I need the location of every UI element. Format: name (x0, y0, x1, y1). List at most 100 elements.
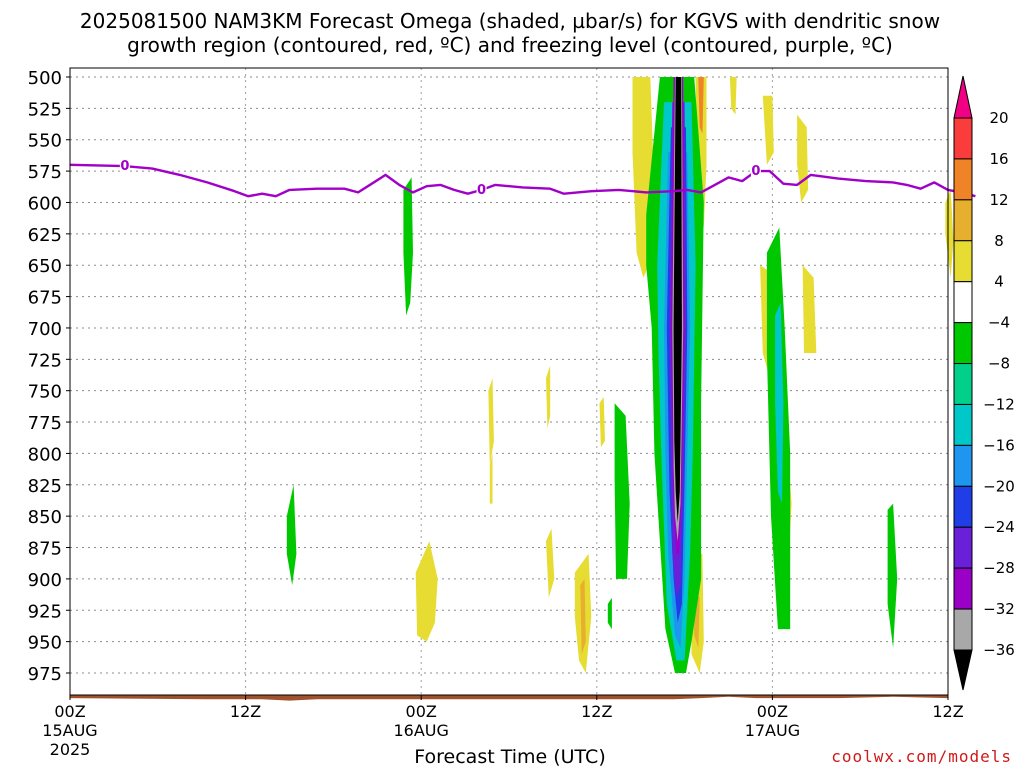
grid-layer (69, 68, 949, 695)
colorbar-tick-label: −16 (983, 436, 1015, 454)
y-tick-label: 600 (28, 193, 62, 214)
terrain-fill (70, 695, 948, 701)
omega-region-positive-4-13 (488, 378, 494, 466)
y-tick-label: 900 (28, 570, 62, 591)
x-tick-year-label: 2025 (50, 740, 91, 759)
omega-region-positive-4-3 (762, 95, 774, 165)
omega-region-positive-4-12 (546, 528, 555, 598)
colorbar-segment (953, 199, 973, 242)
colorbar-tick-label: 12 (989, 191, 1008, 209)
chart-title-line-2: growth region (contoured, red, ºC) and f… (127, 33, 893, 57)
colorbar-tick-label: −28 (983, 559, 1015, 577)
colorbar-segment (953, 526, 973, 569)
x-tick-label: 12Z (230, 702, 261, 721)
colorbar-segment (953, 403, 973, 446)
x-tick-date-label: 17AUG (745, 721, 800, 740)
y-tick-label: 500 (28, 68, 62, 89)
colorbar-tick-label: 4 (994, 273, 1004, 291)
y-tick-label: 575 (28, 162, 62, 183)
colorbar-segment (953, 322, 973, 365)
y-tick-label: 775 (28, 413, 62, 434)
omega-region-positive-4-14 (489, 453, 493, 504)
y-tick-label: 875 (28, 539, 62, 560)
y-tick-label: 625 (28, 225, 62, 246)
freezing-level-label-bg (476, 181, 487, 196)
freezing-level-contour-label: 0 (477, 183, 486, 198)
chart-title-line-1: 2025081500 NAM3KM Forecast Omega (shaded… (80, 9, 940, 33)
freezing-level-label-bg (119, 158, 130, 173)
omega-region-positive-8-19 (580, 578, 586, 655)
colorbar-segment (953, 281, 973, 324)
colorbar-tick-label: −32 (983, 600, 1015, 618)
colorbar-segment (953, 363, 973, 405)
omega-region-negative-8-25 (607, 597, 612, 630)
x-axis-title: Forecast Time (UTC) (414, 746, 605, 768)
omega-region-positive-4-2 (729, 77, 737, 115)
colorbar-segment (953, 117, 973, 160)
y-tick-label: 525 (28, 99, 62, 120)
x-tick-label: 00Z (54, 702, 85, 721)
y-axis-tick-labels: 500 525 550 575 600 625 650 675 700 725 750 775 800 8… (28, 68, 70, 685)
colorbar-segment (953, 444, 973, 487)
x-tick-date-label: 15AUG (42, 721, 97, 740)
y-tick-label: 550 (28, 131, 62, 152)
y-tick-label: 650 (28, 256, 62, 277)
colorbar-segment (953, 158, 973, 201)
colorbar-tick-label: −20 (983, 477, 1015, 495)
x-tick-label: 00Z (757, 702, 788, 721)
y-tick-label: 675 (28, 288, 62, 309)
x-tick-label: 00Z (406, 702, 437, 721)
omega-region-negative-36-36 (673, 77, 682, 523)
omega-region-positive-4-16 (599, 397, 605, 448)
colorbar-segment (953, 485, 973, 528)
colorbar-tick-label: −8 (988, 355, 1010, 373)
omega-region-negative-8-23 (286, 484, 297, 586)
omega-region-positive-4-6 (797, 114, 809, 203)
y-tick-label: 750 (28, 382, 62, 403)
omega-region-positive-4-15 (546, 365, 551, 429)
x-tick-date-label: 16AUG (393, 721, 448, 740)
omega-region-positive-4-10 (415, 541, 438, 642)
colorbar-tick-label: 8 (994, 232, 1004, 250)
y-tick-label: 825 (28, 476, 62, 497)
omega-region-positive-4-5 (802, 265, 817, 353)
freezing-level-line (69, 163, 976, 198)
freezing-level-label-bg (750, 163, 761, 178)
y-tick-label: 800 (28, 444, 62, 465)
omega-region-negative-8-22 (403, 177, 413, 316)
omega-region-negative-8-26 (887, 503, 898, 648)
colorbar-tick-label: −12 (983, 395, 1015, 413)
plot-frame (69, 67, 949, 696)
y-tick-label: 700 (28, 319, 62, 340)
freezing-level-contour-label: 0 (751, 164, 760, 179)
x-tick-label: 12Z (581, 702, 612, 721)
y-tick-label: 925 (28, 601, 62, 622)
omega-region-positive-4-9 (945, 189, 954, 278)
y-tick-label: 850 (28, 507, 62, 528)
freezing-level-layer: 0 0 0 (69, 158, 976, 198)
omega-region-negative-8-24 (614, 403, 630, 579)
colorbar-tick-label: 20 (989, 109, 1008, 127)
terrain-layer (70, 695, 948, 701)
colorbar-tick-label: −36 (983, 641, 1015, 659)
y-tick-label: 950 (28, 633, 62, 654)
omega-region-positive-12-21 (698, 77, 704, 134)
colorbar-tick-label: 16 (989, 150, 1008, 168)
colorbar-bottom-extend (953, 649, 973, 691)
site-credit: coolwx.com/models (831, 747, 1012, 766)
colorbar: 20 16 12 8 4 −4 −8 −12 −16 −20 −24 −28 −32 −36 (953, 75, 1015, 691)
colorbar-tick-label: −4 (988, 314, 1010, 332)
freezing-level-contour-label: 0 (120, 159, 129, 174)
x-tick-label: 12Z (932, 702, 963, 721)
colorbar-segment (953, 608, 973, 651)
colorbar-tick-label: −24 (983, 518, 1015, 536)
omega-shading-layer (286, 77, 954, 673)
colorbar-segment (953, 567, 973, 610)
y-tick-label: 725 (28, 350, 62, 371)
colorbar-segment (953, 240, 973, 283)
y-tick-label: 975 (28, 664, 62, 685)
colorbar-top-extend (953, 75, 973, 119)
